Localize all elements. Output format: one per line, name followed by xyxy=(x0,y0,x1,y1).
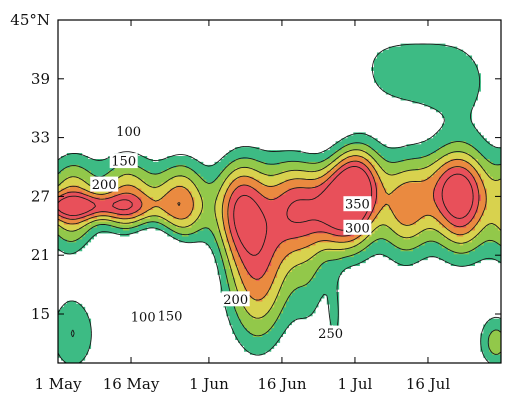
x-tick-label-0: 1 May xyxy=(34,375,82,393)
x-tick-label-3: 16 Jun xyxy=(257,375,307,393)
contour-label-3: 350 xyxy=(345,198,370,213)
contour-label-0: 100 xyxy=(116,125,141,140)
contour-label-8: 250 xyxy=(318,327,343,342)
contour-label-5: 100 xyxy=(131,310,156,325)
x-tick-label-4: 1 Jul xyxy=(338,375,373,393)
x-tick-label-5: 16 Jul xyxy=(406,375,451,393)
contour-label-4: 300 xyxy=(345,221,370,236)
x-tick-label-1: 16 May xyxy=(103,375,160,393)
y-tick-label-3: 27 xyxy=(31,187,50,205)
y-tick-label-4: 21 xyxy=(31,246,50,264)
contour-label-2: 200 xyxy=(92,178,117,193)
contour-label-6: 150 xyxy=(158,310,183,325)
y-tick-label-5: 15 xyxy=(31,305,50,323)
contour-label-1: 150 xyxy=(111,155,136,170)
y-tick-label-0: 45°N xyxy=(10,11,50,29)
y-tick-label-1: 39 xyxy=(31,70,50,88)
y-tick-label-2: 33 xyxy=(31,129,50,147)
contour-label-7: 200 xyxy=(223,293,248,308)
x-tick-label-2: 1 Jun xyxy=(189,375,229,393)
